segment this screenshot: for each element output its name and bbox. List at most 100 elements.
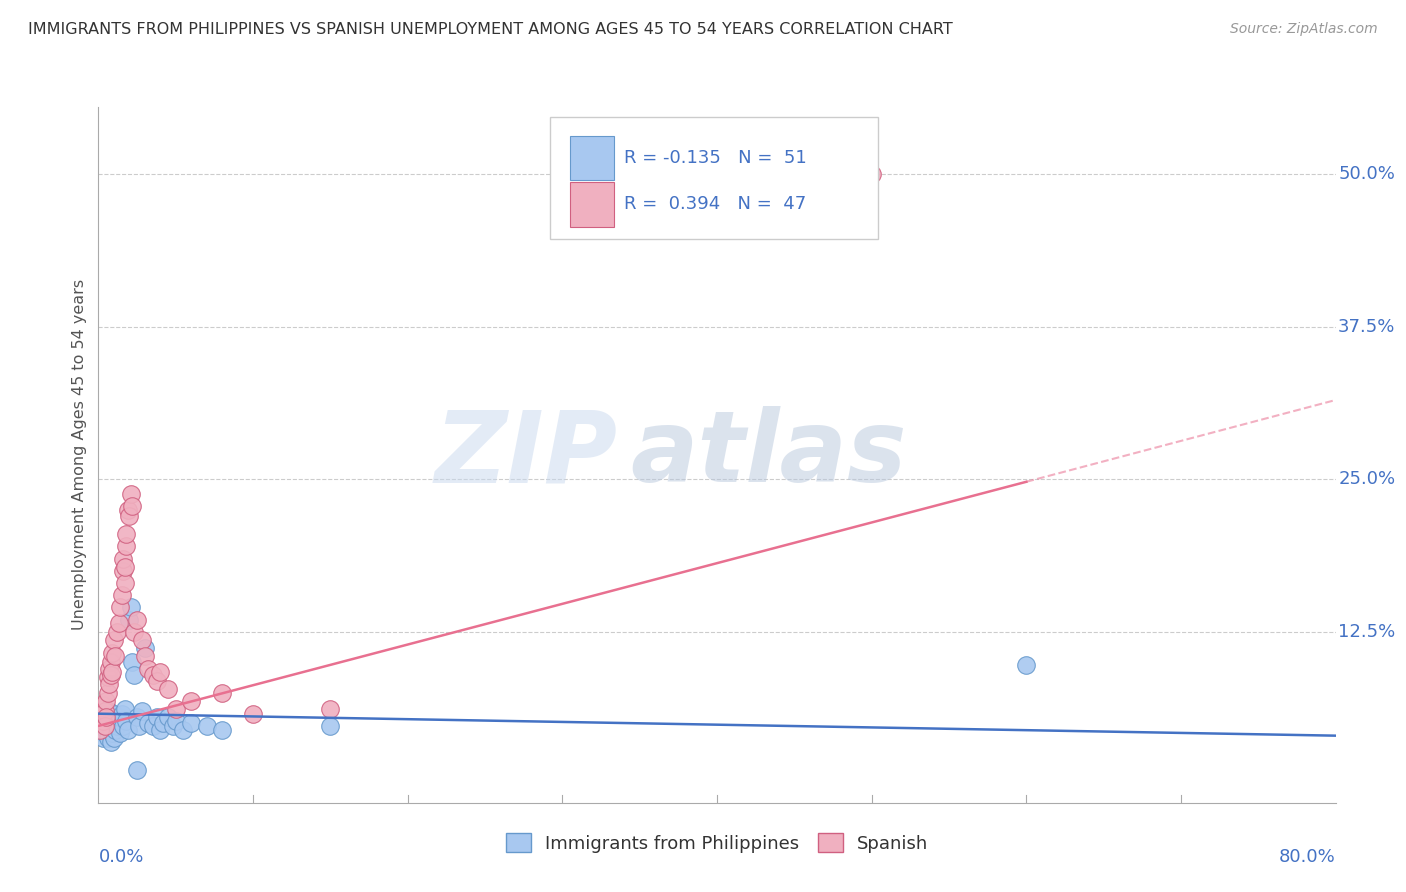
Point: [103, 731, 125, 745]
Point: [93, 710, 115, 724]
Point: [136, 716, 159, 731]
Point: [91, 731, 114, 745]
Point: [118, 613, 141, 627]
Point: [103, 706, 125, 721]
Point: [114, 702, 136, 716]
Point: [157, 710, 180, 724]
Point: [90, 719, 112, 733]
Point: [127, 613, 149, 627]
Point: [104, 714, 127, 728]
Point: [111, 706, 132, 721]
Point: [319, 702, 342, 716]
Point: [98, 704, 121, 718]
Point: [117, 503, 139, 517]
Point: [97, 686, 120, 700]
Point: [108, 600, 131, 615]
Point: [120, 487, 142, 501]
Point: [90, 706, 112, 721]
Point: [104, 649, 127, 664]
Point: [108, 726, 131, 740]
Text: atlas: atlas: [630, 407, 907, 503]
Point: [180, 716, 202, 731]
FancyBboxPatch shape: [569, 136, 614, 180]
Point: [101, 665, 124, 680]
Point: [121, 656, 143, 670]
Point: [93, 719, 115, 733]
Point: [96, 706, 118, 721]
Legend: Immigrants from Philippines, Spanish: Immigrants from Philippines, Spanish: [498, 826, 936, 860]
Point: [98, 661, 121, 675]
Point: [115, 714, 138, 728]
Text: 25.0%: 25.0%: [1339, 470, 1395, 488]
Text: R = -0.135   N =  51: R = -0.135 N = 51: [624, 149, 807, 167]
FancyBboxPatch shape: [569, 182, 614, 227]
Point: [107, 710, 129, 724]
Point: [103, 633, 125, 648]
Text: 12.5%: 12.5%: [1339, 623, 1395, 641]
Text: R =  0.394   N =  47: R = 0.394 N = 47: [624, 195, 807, 213]
Text: 80.0%: 80.0%: [1279, 848, 1336, 866]
Point: [146, 710, 169, 724]
Point: [122, 667, 145, 681]
Point: [105, 624, 128, 639]
Point: [114, 560, 136, 574]
Point: [242, 706, 264, 721]
Point: [93, 726, 115, 740]
Point: [162, 719, 184, 733]
Point: [112, 564, 135, 578]
Point: [105, 719, 128, 733]
Point: [97, 731, 120, 745]
Point: [149, 723, 172, 737]
Point: [100, 656, 122, 670]
Point: [89, 723, 111, 737]
Point: [91, 698, 114, 713]
Point: [165, 714, 187, 728]
Point: [127, 710, 149, 724]
Point: [120, 600, 142, 615]
Point: [134, 640, 156, 655]
Point: [91, 702, 114, 716]
Point: [115, 527, 138, 541]
Point: [121, 499, 143, 513]
Y-axis label: Unemployment Among Ages 45 to 54 years: Unemployment Among Ages 45 to 54 years: [72, 279, 87, 631]
Point: [152, 716, 174, 731]
Point: [131, 704, 153, 718]
Point: [89, 710, 111, 724]
Point: [96, 694, 118, 708]
Point: [112, 551, 135, 566]
Point: [141, 719, 165, 733]
Point: [146, 673, 169, 688]
Point: [141, 667, 165, 681]
Point: [101, 646, 124, 660]
Point: [96, 710, 118, 724]
Point: [100, 667, 122, 681]
Point: [104, 723, 127, 737]
Point: [111, 588, 132, 602]
Point: [115, 540, 138, 554]
Point: [91, 714, 114, 728]
Point: [96, 723, 118, 737]
Point: [211, 686, 233, 700]
Text: Source: ZipAtlas.com: Source: ZipAtlas.com: [1230, 22, 1378, 37]
Text: 50.0%: 50.0%: [1339, 165, 1395, 183]
Point: [101, 710, 124, 724]
Point: [860, 167, 883, 181]
Point: [128, 719, 150, 733]
Point: [114, 576, 136, 591]
Point: [127, 763, 149, 777]
Point: [180, 694, 202, 708]
Point: [122, 624, 145, 639]
Point: [165, 702, 187, 716]
Point: [157, 682, 180, 697]
Point: [136, 661, 159, 675]
Point: [98, 677, 121, 691]
Point: [93, 704, 115, 718]
Point: [117, 723, 139, 737]
Point: [211, 723, 233, 737]
Point: [112, 719, 135, 733]
Point: [97, 670, 120, 684]
Point: [172, 723, 194, 737]
Point: [101, 726, 124, 740]
Point: [134, 649, 156, 664]
Point: [97, 714, 120, 728]
